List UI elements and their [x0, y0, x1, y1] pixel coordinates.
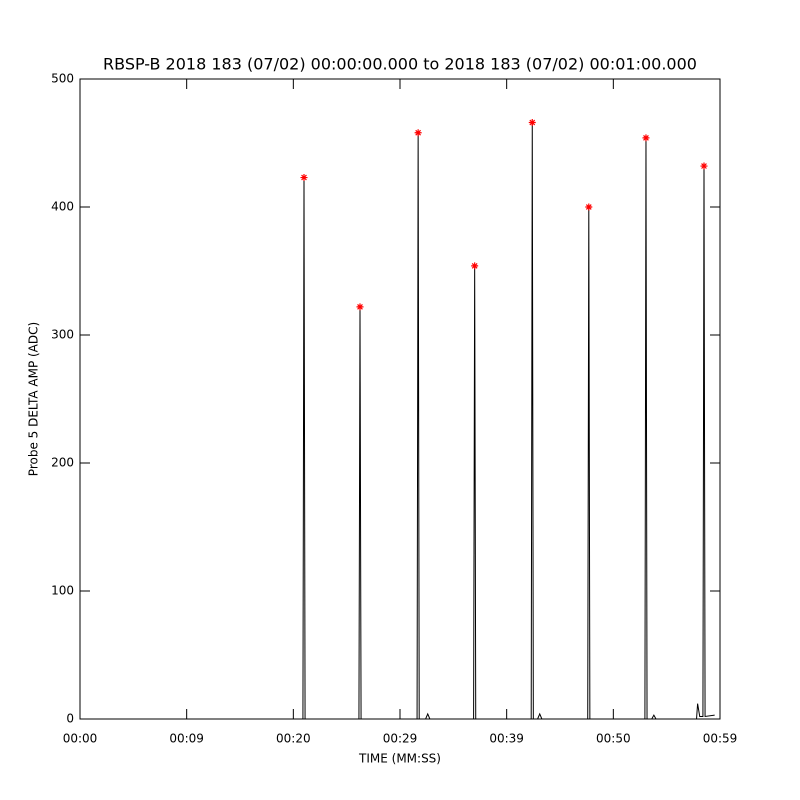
peak-marker: [414, 129, 422, 137]
x-axis-label: TIME (MM:SS): [358, 752, 441, 766]
y-tick-label: 100: [51, 584, 74, 598]
y-tick-label: 300: [51, 328, 74, 342]
x-tick-label: 00:20: [276, 732, 311, 746]
x-tick-label: 00:39: [489, 732, 524, 746]
data-line: [80, 122, 715, 720]
x-tick-label: 00:29: [383, 732, 418, 746]
peak-marker: [585, 203, 593, 211]
y-tick-label: 400: [51, 200, 74, 214]
plot-frame: [79, 78, 721, 720]
peak-marker: [642, 134, 650, 142]
x-tick-label: 00:00: [63, 732, 98, 746]
peak-marker: [300, 174, 308, 182]
peak-marker: [471, 262, 479, 270]
y-tick-label: 0: [66, 712, 74, 726]
peak-marker: [700, 162, 708, 170]
x-tick-label: 00:59: [703, 732, 738, 746]
peak-marker: [356, 303, 364, 311]
y-axis-label: Probe 5 DELTA AMP (ADC): [27, 322, 41, 476]
y-tick-label: 500: [51, 72, 74, 86]
x-tick-label: 00:50: [596, 732, 631, 746]
x-tick-label: 00:09: [169, 732, 204, 746]
peak-marker: [528, 119, 536, 127]
chart-title: RBSP-B 2018 183 (07/02) 00:00:00.000 to …: [103, 55, 697, 74]
y-tick-label: 200: [51, 456, 74, 470]
